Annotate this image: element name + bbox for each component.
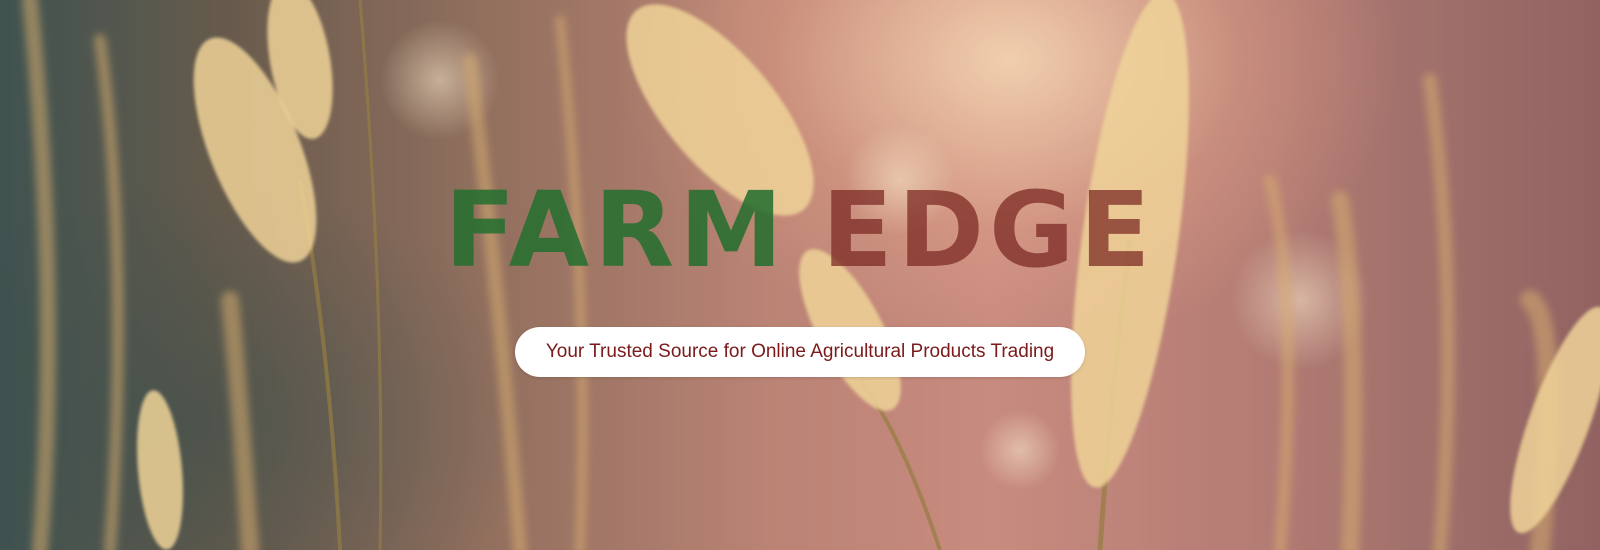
tagline-text: Your Trusted Source for Online Agricultu… bbox=[545, 341, 1055, 362]
brand-title: FARM EDGE bbox=[0, 178, 1600, 282]
tagline-pill: Your Trusted Source for Online Agricultu… bbox=[515, 327, 1085, 377]
brand-title-farm: FARM bbox=[444, 169, 788, 291]
brand-title-edge: EDGE bbox=[821, 169, 1156, 291]
